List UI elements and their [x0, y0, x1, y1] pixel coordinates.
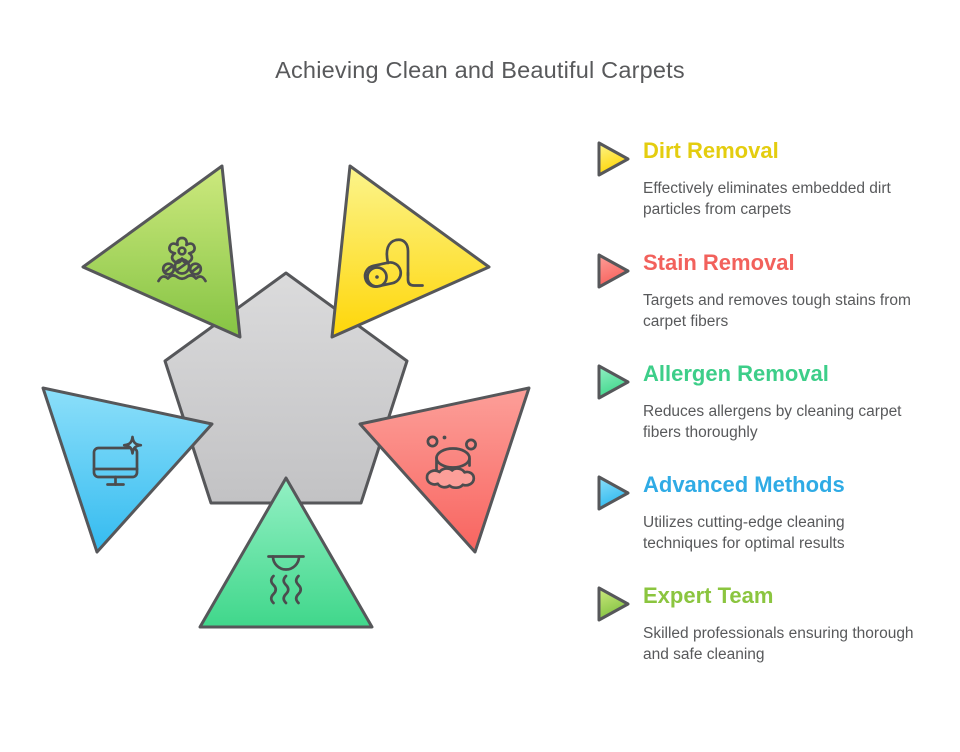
legend-item-title: Expert Team: [643, 583, 774, 608]
legend-item-title: Advanced Methods: [643, 472, 845, 497]
legend-item-title: Dirt Removal: [643, 138, 779, 163]
legend-item-description: Skilled professionals ensuring thorough …: [643, 625, 914, 663]
triangle-expert-team: [81, 164, 242, 339]
steam-cleaner-icon: [267, 555, 305, 605]
play-triangle-icon: [597, 364, 630, 400]
legend-item-stain-removal: Stain Removal Targets and removes tough …: [596, 251, 926, 332]
play-triangle-icon: [597, 475, 630, 511]
vacuum-icon: [363, 238, 424, 288]
triangle-allergen-removal: [198, 476, 374, 629]
legend-item-dirt-removal: Dirt Removal Effectively eliminates embe…: [596, 139, 926, 220]
legend-item-description: Utilizes cutting-edge cleaning technique…: [643, 514, 845, 552]
legend-item-expert-team: Expert Team Skilled professionals ensuri…: [596, 584, 926, 665]
legend-item-allergen-removal: Allergen Removal Reduces allergens by cl…: [596, 362, 926, 443]
legend-item-title: Allergen Removal: [643, 361, 829, 386]
play-triangle-icon: [597, 141, 630, 177]
play-triangle-icon: [597, 586, 630, 622]
team-gear-icon: [157, 236, 207, 283]
soap-suds-icon: [425, 435, 477, 490]
legend-item-advanced-methods: Advanced Methods Utilizes cutting-edge c…: [596, 473, 926, 554]
diagram-svg: [41, 164, 531, 629]
legend-item-description: Reduces allergens by cleaning carpet fib…: [643, 403, 902, 441]
sparkle-icon: [122, 435, 143, 455]
monitor-sparkle-icon: [92, 435, 143, 486]
triangle-dirt-removal: [330, 164, 491, 339]
play-triangle-icon: [597, 253, 630, 289]
page-title: Achieving Clean and Beautiful Carpets: [275, 57, 685, 83]
legend-item-description: Effectively eliminates embedded dirt par…: [643, 180, 891, 218]
legend-item-title: Stain Removal: [643, 250, 795, 275]
legend-item-description: Targets and removes tough stains from ca…: [643, 292, 911, 330]
